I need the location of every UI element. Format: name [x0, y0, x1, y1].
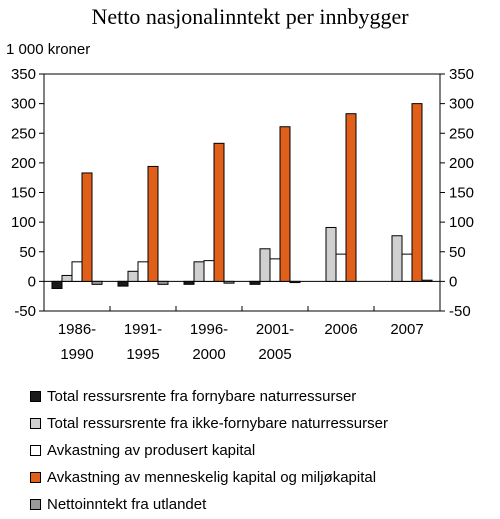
bar: [137, 261, 149, 282]
y-tick-label-left: 200: [11, 155, 36, 172]
legend-label: Avkastning av produsert kapital: [47, 441, 256, 459]
bar: [127, 270, 139, 282]
legend-item: Nettoinntekt fra utlandet: [30, 494, 206, 514]
bar: [249, 280, 261, 285]
y-tick-label-right: 100: [449, 214, 474, 231]
bar: [183, 280, 195, 285]
bar: [391, 235, 403, 282]
bar: [269, 258, 281, 282]
plot-area: 350 350 300 300 250 250 200 200 150 150 100 100 50 50…: [11, 66, 474, 363]
bar: [117, 280, 129, 287]
x-tick-label: 1996-: [190, 321, 228, 338]
x-tick-label: 1990: [60, 346, 93, 363]
legend-item: Avkastning av menneskelig kapital og mil…: [30, 467, 376, 487]
plot-frame: [43, 73, 441, 312]
x-tick-label: 1991-: [124, 321, 162, 338]
y-tick-label-right: 350: [449, 66, 474, 83]
bar: [401, 253, 413, 282]
y-tick-label-right: 300: [449, 96, 474, 113]
bar: [279, 126, 291, 282]
chart-title: Netto nasjonalinntekt per innbygger: [91, 4, 409, 29]
legend-swatch: [30, 417, 41, 429]
legend-label: Nettoinntekt fra utlandet: [47, 495, 207, 513]
bar: [213, 142, 225, 282]
bar: [411, 103, 423, 282]
legend-item: Total ressursrente fra ikke-fornybare na…: [30, 413, 388, 433]
bar: [335, 253, 347, 282]
y-tick-label-right: 0: [449, 273, 457, 290]
bar: [421, 279, 433, 282]
bar: [223, 280, 235, 284]
bar: [345, 113, 357, 282]
legend-swatch: [30, 471, 41, 483]
legend-label: Avkastning av menneskelig kapital og mil…: [47, 468, 377, 486]
chart-svg: Netto nasjonalinntekt per innbygger 1 00…: [6, 4, 474, 363]
legend-item: Avkastning av produsert kapital: [30, 440, 255, 460]
x-tick-label: 2005: [258, 346, 291, 363]
bar: [91, 280, 103, 285]
y-tick-label-left: 50: [19, 244, 36, 261]
bar: [203, 260, 215, 282]
bar: [289, 280, 301, 284]
bar: [147, 165, 159, 282]
x-tick-label: 2006: [324, 321, 357, 338]
bar: [71, 261, 83, 282]
y-tick-label-right: 200: [449, 155, 474, 172]
y-tick-label-left: -50: [14, 303, 36, 320]
y-tick-label-right: 50: [449, 244, 466, 261]
y-tick-label-right: -50: [449, 303, 471, 320]
x-tick-label: 1986-: [58, 321, 96, 338]
y-tick-label-left: 300: [11, 96, 36, 113]
x-tick-label: 1995: [126, 346, 159, 363]
bar: [193, 261, 205, 282]
y-tick-label-left: 0: [28, 273, 36, 290]
bar: [51, 280, 63, 289]
legend-swatch: [30, 444, 41, 456]
legend-swatch: [30, 498, 41, 510]
y-tick-label-left: 100: [11, 214, 36, 231]
bar: [325, 226, 337, 282]
bar: [61, 274, 73, 282]
legend-swatch: [30, 390, 41, 402]
x-tick-label: 2007: [390, 321, 423, 338]
y-axis-unit-label: 1 000 kroner: [6, 41, 90, 58]
legend-label: Total ressursrente fra ikke-fornybare na…: [47, 414, 388, 432]
bar: [157, 280, 169, 285]
y-tick-label-left: 150: [11, 185, 36, 202]
y-tick-label-left: 350: [11, 66, 36, 83]
bar: [81, 172, 93, 282]
legend-item: Total ressursrente fra fornybare naturre…: [30, 386, 356, 406]
legend-label: Total ressursrente fra fornybare naturre…: [47, 387, 357, 405]
y-tick-label-right: 150: [449, 185, 474, 202]
bar: [259, 248, 271, 282]
y-tick-label-right: 250: [449, 125, 474, 142]
x-tick-label: 2000: [192, 346, 225, 363]
y-tick-label-left: 250: [11, 125, 36, 142]
x-tick-label: 2001-: [256, 321, 294, 338]
